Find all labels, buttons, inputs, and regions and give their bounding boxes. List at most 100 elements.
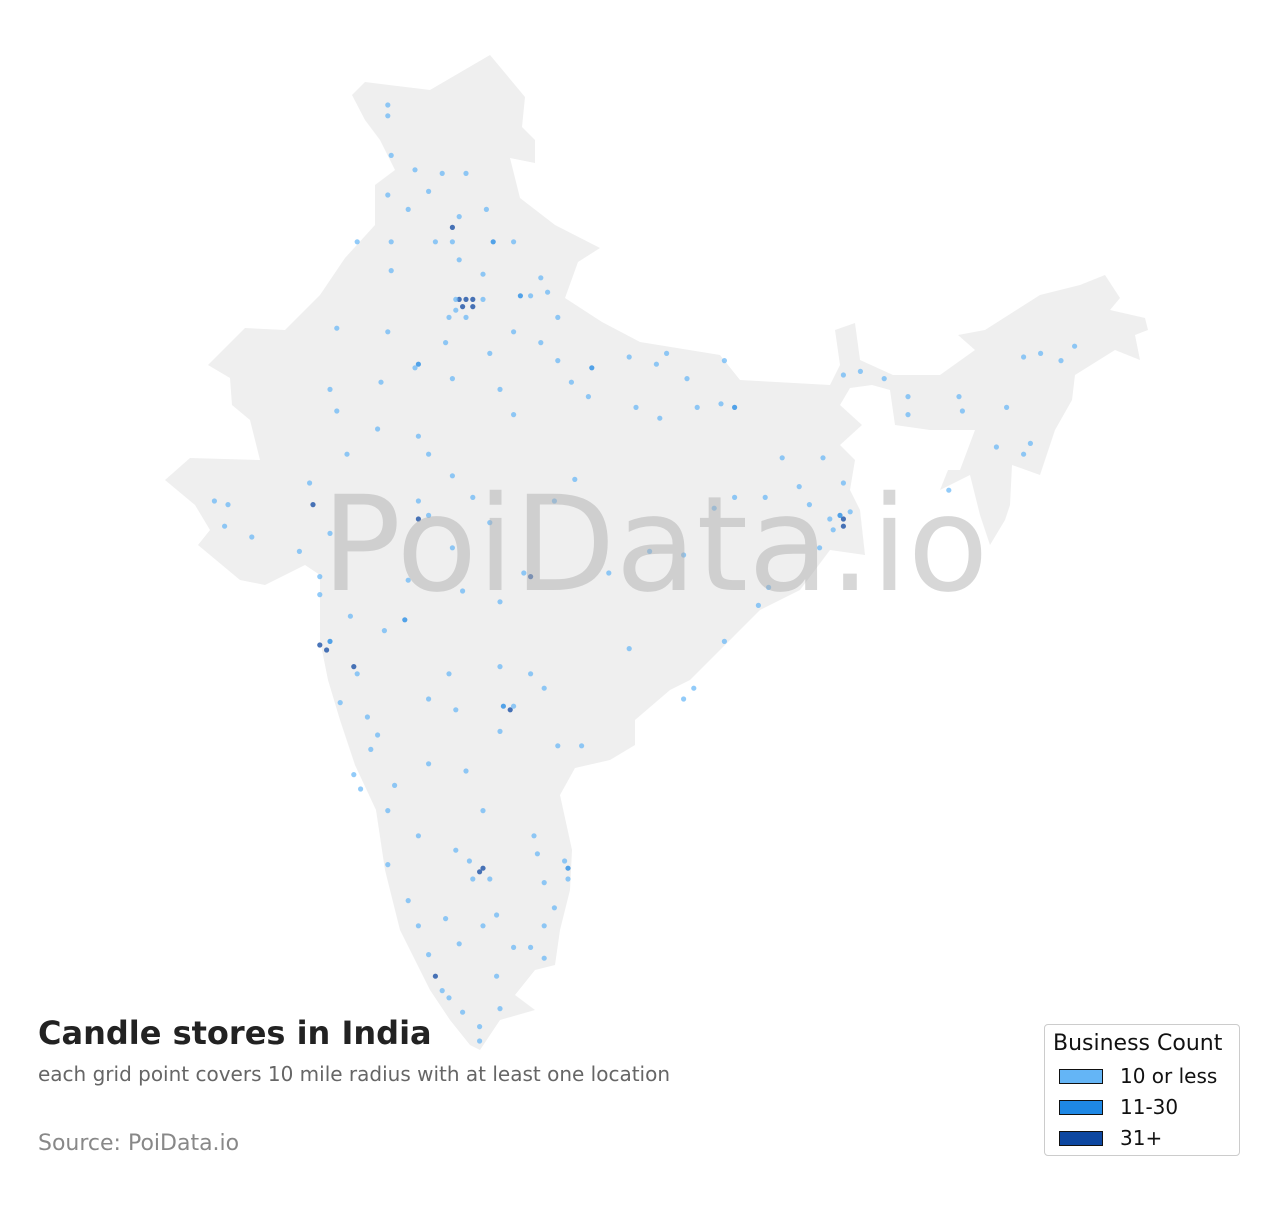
grid-point [528, 574, 534, 580]
grid-point [534, 851, 541, 857]
grid-point [483, 206, 489, 212]
grid-point [510, 239, 517, 245]
grid-point [460, 588, 466, 594]
grid-point [1021, 354, 1027, 360]
grid-point [249, 534, 255, 540]
legend: Business Count 10 or less 11-30 31+ [1044, 1024, 1240, 1156]
grid-point [426, 188, 432, 194]
grid-point [364, 714, 370, 720]
grid-point [456, 941, 462, 947]
grid-point [463, 314, 469, 320]
grid-point [354, 239, 360, 245]
grid-point [545, 289, 551, 295]
grid-point [568, 379, 575, 385]
grid-point [324, 647, 330, 653]
grid-point [647, 548, 653, 555]
watermark: PoiData.io [322, 468, 989, 622]
grid-point [830, 527, 836, 533]
grid-point [579, 743, 585, 749]
grid-point [439, 170, 445, 176]
grid-point [551, 498, 558, 504]
grid-point [327, 530, 333, 537]
grid-point [589, 365, 595, 371]
grid-point [494, 973, 500, 979]
grid-point [405, 206, 411, 212]
legend-label: 11-30 [1120, 1095, 1179, 1119]
grid-point [449, 376, 455, 382]
grid-point [426, 451, 432, 457]
grid-point [766, 584, 772, 591]
grid-point [684, 376, 690, 382]
grid-point [453, 707, 459, 713]
grid-point [517, 293, 524, 299]
grid-point [449, 239, 455, 245]
grid-point [487, 876, 493, 882]
grid-point [211, 498, 217, 504]
grid-point [368, 746, 374, 753]
grid-point [415, 516, 421, 522]
grid-point [905, 412, 911, 418]
grid-point [691, 685, 697, 691]
grid-point [347, 613, 353, 619]
grid-point [959, 408, 966, 414]
grid-point [528, 293, 534, 299]
grid-point [443, 340, 449, 346]
grid-point [358, 786, 364, 792]
grid-point [463, 768, 469, 774]
grid-point [385, 192, 391, 198]
grid-point [480, 271, 486, 277]
grid-point [480, 808, 486, 814]
grid-point [528, 671, 534, 677]
grid-point [470, 296, 476, 302]
grid-point [555, 358, 561, 364]
grid-point [510, 412, 517, 418]
grid-point [847, 509, 853, 515]
grid-point [405, 898, 411, 904]
grid-point [432, 239, 438, 245]
grid-point [565, 876, 571, 882]
source-note: Source: PoiData.io [38, 1131, 240, 1156]
grid-point [392, 782, 398, 789]
grid-point [463, 296, 469, 302]
grid-point [446, 314, 452, 320]
grid-point [840, 523, 847, 529]
grid-point [732, 404, 738, 410]
grid-point [694, 404, 700, 410]
grid-point [388, 239, 394, 245]
grid-point [626, 646, 632, 652]
grid-point [837, 512, 843, 519]
grid-point [626, 354, 632, 360]
grid-point [840, 372, 847, 378]
grid-point [1038, 350, 1044, 356]
grid-point [521, 570, 527, 576]
grid-point [711, 505, 717, 511]
grid-point [531, 833, 537, 839]
grid-point [993, 444, 1000, 450]
grid-point [415, 923, 421, 929]
grid-point [334, 325, 340, 331]
grid-point [415, 498, 421, 504]
grid-point [494, 912, 500, 918]
grid-point [718, 401, 724, 407]
grid-point [375, 732, 381, 738]
grid-point [817, 545, 823, 551]
grid-point [497, 599, 503, 605]
grid-point [351, 664, 357, 670]
grid-point [796, 484, 802, 490]
grid-point [426, 952, 432, 958]
legend-swatch [1059, 1068, 1103, 1084]
grid-point [453, 847, 459, 853]
grid-point [385, 113, 391, 119]
grid-point [956, 394, 962, 400]
grid-point [681, 552, 687, 558]
grid-point [664, 350, 670, 356]
grid-point [327, 638, 333, 645]
grid-point [946, 487, 952, 493]
grid-point [385, 862, 391, 868]
grid-point [415, 361, 421, 367]
grid-point [541, 923, 547, 929]
grid-point [388, 268, 394, 274]
legend-item-high: 31+ [1059, 1126, 1162, 1150]
grid-point [510, 329, 517, 335]
